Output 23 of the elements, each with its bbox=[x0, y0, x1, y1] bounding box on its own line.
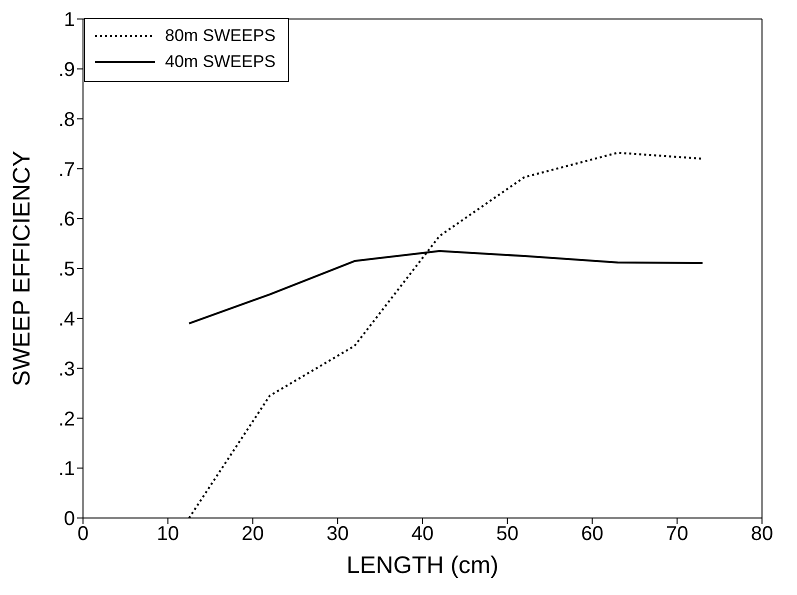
y-tick-label: .9 bbox=[58, 59, 75, 81]
y-tick-label: .8 bbox=[58, 108, 75, 131]
x-tick-label: 60 bbox=[581, 523, 604, 546]
y-tick-label: 0 bbox=[64, 508, 75, 530]
y-tick-label: .6 bbox=[58, 208, 75, 231]
x-tick-label: 50 bbox=[496, 523, 518, 546]
y-tick-label: .1 bbox=[58, 458, 75, 480]
y-tick-label: 1 bbox=[64, 9, 75, 32]
x-tick-label: 40 bbox=[411, 523, 434, 546]
x-tick-label: 30 bbox=[326, 523, 349, 546]
y-tick-label: .7 bbox=[58, 158, 75, 181]
y-tick-label: .5 bbox=[58, 258, 75, 281]
x-tick-label: 20 bbox=[242, 523, 264, 546]
y-axis-title: SWEEP EFFICIENCY bbox=[8, 150, 36, 386]
y-tick-label: .2 bbox=[58, 408, 75, 430]
legend-label: 40m SWEEPS bbox=[165, 51, 276, 73]
x-tick-label: 10 bbox=[156, 523, 179, 546]
legend-label: 80m SWEEPS bbox=[165, 25, 276, 47]
x-tick-label: 70 bbox=[666, 523, 688, 546]
x-tick-label: 80 bbox=[750, 523, 774, 546]
y-tick-label: .3 bbox=[58, 358, 75, 380]
x-axis-title: LENGTH (cm) bbox=[346, 552, 498, 579]
y-tick-label: .4 bbox=[58, 308, 75, 330]
